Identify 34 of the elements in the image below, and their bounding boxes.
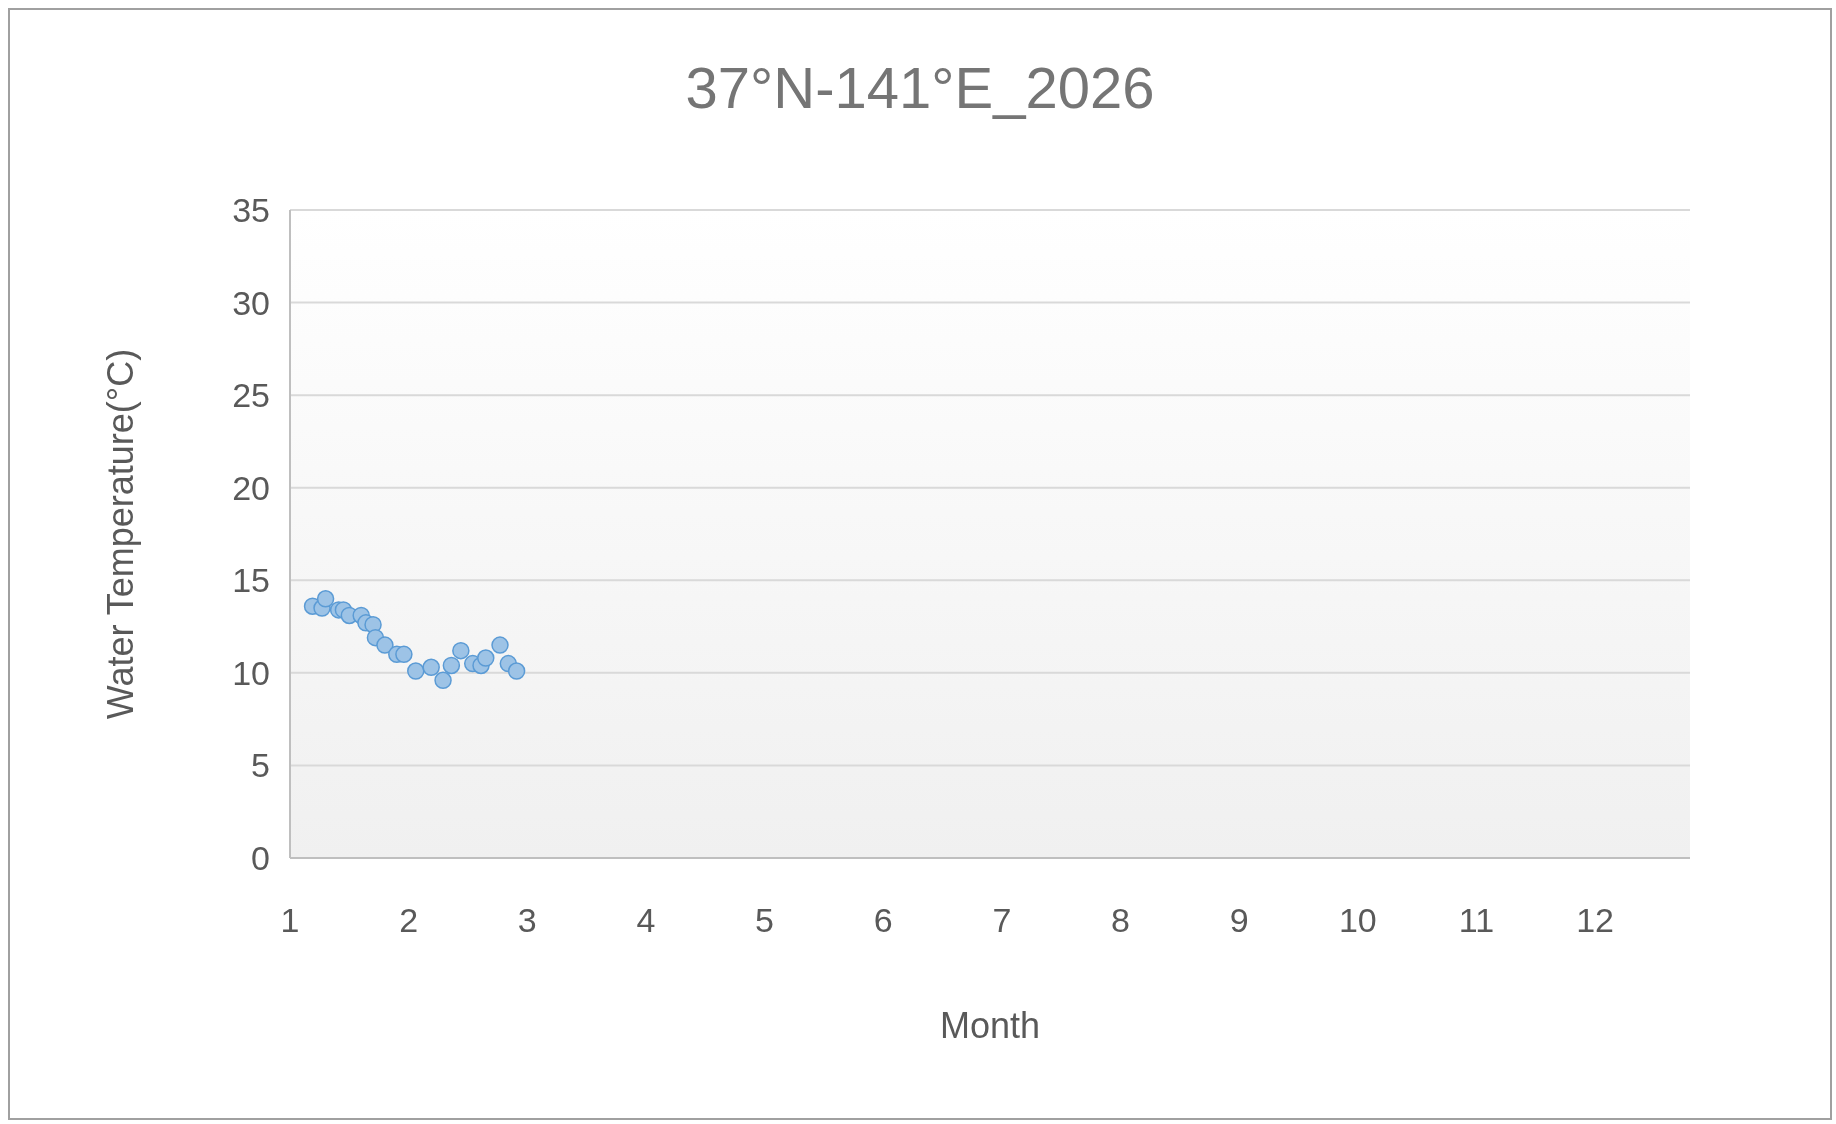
y-tick-label: 5 [251, 746, 270, 785]
point [376, 636, 394, 654]
point [395, 645, 413, 664]
point [422, 658, 440, 677]
x-tick-label: 12 [1576, 901, 1614, 940]
x-tick-label: 11 [1458, 901, 1495, 940]
y-tick-label: 30 [232, 283, 270, 322]
point [407, 662, 425, 680]
y-tick-label: 0 [251, 839, 270, 878]
point [477, 649, 495, 667]
x-tick-label: 5 [755, 901, 775, 940]
y-tick-label: 25 [232, 376, 270, 415]
x-axis-title: Month [939, 1005, 1041, 1046]
point [452, 641, 470, 660]
point [491, 636, 509, 654]
x-tick-label: 4 [636, 901, 656, 940]
x-tick-label: 6 [873, 901, 893, 940]
y-axis-title: Water Temperature(°C) [99, 348, 141, 720]
point [507, 662, 526, 680]
y-tick-label: 15 [232, 561, 270, 600]
y-tick-label: 20 [232, 468, 270, 507]
x-tick-label: 10 [1338, 901, 1377, 940]
point [442, 656, 461, 675]
x-tick-label: 1 [280, 901, 300, 940]
x-tick-label: 9 [1229, 901, 1249, 940]
x-tick-label: 3 [517, 901, 537, 940]
x-tick-label: 8 [1111, 901, 1130, 940]
point [316, 590, 335, 608]
y-tick-label: 35 [232, 191, 270, 230]
point [434, 671, 452, 690]
x-tick-label: 7 [992, 901, 1012, 940]
y-tick-label: 10 [232, 653, 270, 692]
chart-title: 37°N-141°E_2026 [684, 54, 1156, 121]
x-tick-label: 2 [399, 901, 419, 940]
